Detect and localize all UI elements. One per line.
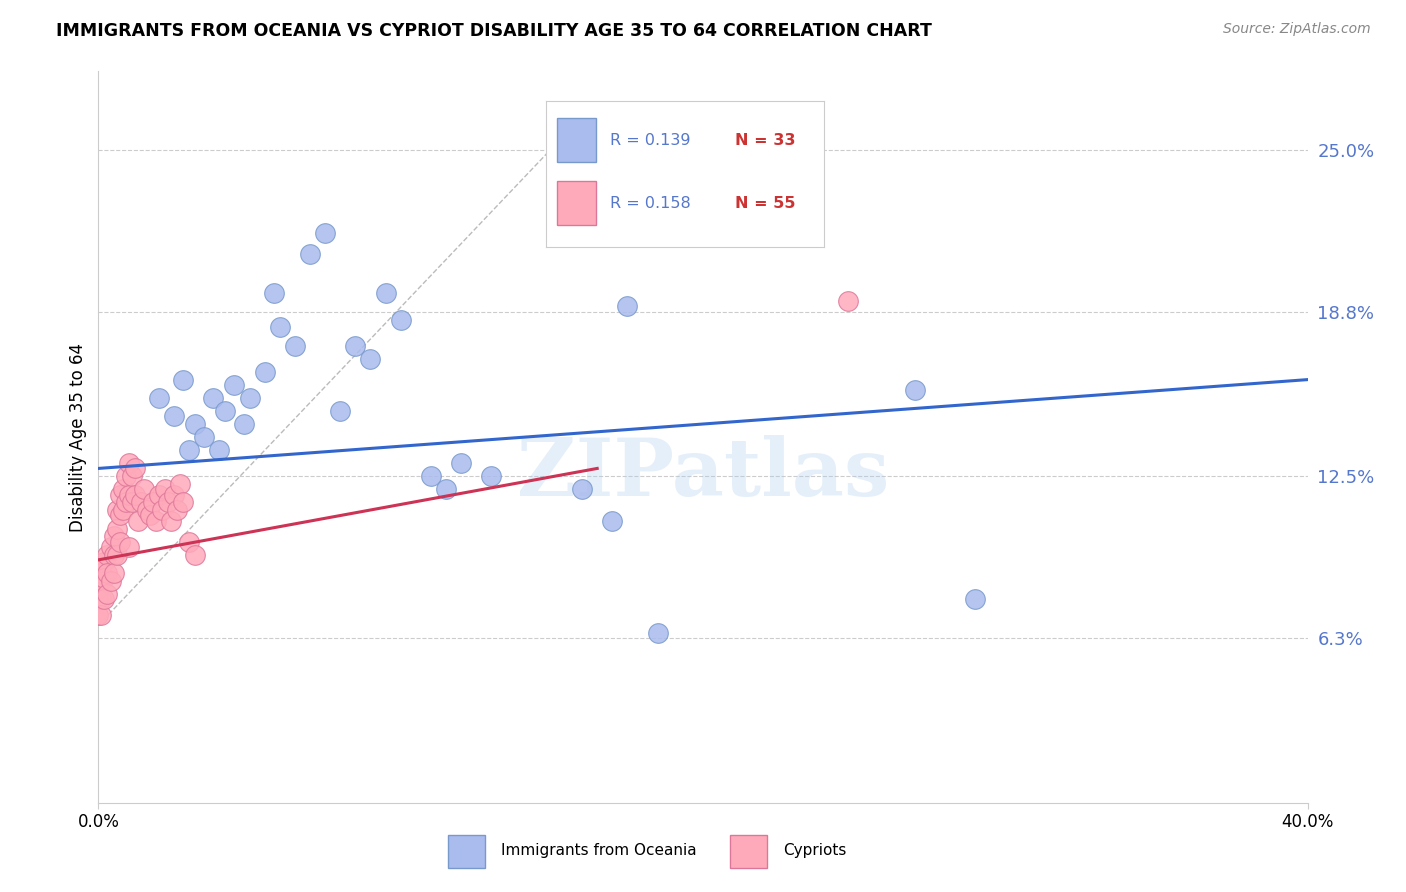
Point bbox=[96, 566, 118, 580]
Point bbox=[108, 508, 131, 523]
Point bbox=[93, 592, 115, 607]
Point bbox=[224, 377, 246, 392]
Point bbox=[118, 487, 141, 501]
Point bbox=[208, 443, 231, 458]
Point bbox=[571, 483, 593, 497]
Point bbox=[148, 391, 170, 405]
Point bbox=[100, 540, 122, 554]
Point bbox=[160, 514, 183, 528]
Point bbox=[481, 469, 503, 483]
Point bbox=[360, 351, 382, 366]
Point bbox=[163, 487, 186, 501]
Point bbox=[150, 503, 173, 517]
Point bbox=[111, 483, 134, 497]
Point bbox=[269, 320, 291, 334]
Text: IMMIGRANTS FROM OCEANIA VS CYPRIOT DISABILITY AGE 35 TO 64 CORRELATION CHART: IMMIGRANTS FROM OCEANIA VS CYPRIOT DISAB… bbox=[56, 22, 932, 40]
Point bbox=[114, 469, 136, 483]
Point bbox=[96, 548, 118, 562]
Point bbox=[284, 339, 307, 353]
Point bbox=[166, 503, 188, 517]
Text: ZIPatlas: ZIPatlas bbox=[517, 434, 889, 513]
Point bbox=[103, 529, 125, 543]
Point bbox=[172, 495, 194, 509]
Point bbox=[90, 560, 112, 574]
Point bbox=[135, 503, 157, 517]
Point bbox=[124, 487, 146, 501]
Text: Source: ZipAtlas.com: Source: ZipAtlas.com bbox=[1223, 22, 1371, 37]
Point bbox=[90, 592, 112, 607]
Point bbox=[434, 483, 457, 497]
Point bbox=[232, 417, 254, 431]
Point bbox=[148, 487, 170, 501]
Point bbox=[299, 247, 322, 261]
Point bbox=[163, 409, 186, 424]
Point bbox=[93, 556, 115, 570]
Point bbox=[389, 312, 412, 326]
Point bbox=[602, 514, 624, 528]
Point bbox=[239, 391, 262, 405]
Point bbox=[616, 300, 638, 314]
Point bbox=[105, 503, 128, 517]
Point bbox=[90, 574, 112, 588]
Point bbox=[965, 592, 987, 607]
Point bbox=[214, 404, 236, 418]
Point bbox=[145, 514, 167, 528]
Point bbox=[156, 495, 179, 509]
Point bbox=[904, 383, 927, 397]
Point bbox=[105, 521, 128, 535]
Point bbox=[129, 495, 152, 509]
Point bbox=[837, 294, 859, 309]
Point bbox=[314, 227, 336, 241]
Point bbox=[90, 607, 112, 622]
Y-axis label: Disability Age 35 to 64: Disability Age 35 to 64 bbox=[69, 343, 87, 532]
Point bbox=[108, 487, 131, 501]
Point bbox=[103, 566, 125, 580]
Point bbox=[121, 469, 143, 483]
Point bbox=[100, 574, 122, 588]
Point bbox=[121, 495, 143, 509]
Point bbox=[263, 286, 285, 301]
Point bbox=[139, 508, 162, 523]
Point bbox=[114, 495, 136, 509]
Point bbox=[179, 443, 201, 458]
Point bbox=[153, 483, 176, 497]
Point bbox=[184, 417, 207, 431]
Point bbox=[169, 477, 191, 491]
Point bbox=[87, 566, 110, 580]
Point bbox=[420, 469, 443, 483]
Point bbox=[118, 456, 141, 470]
Point bbox=[96, 587, 118, 601]
Point bbox=[108, 534, 131, 549]
Point bbox=[193, 430, 215, 444]
Point bbox=[647, 626, 669, 640]
Point bbox=[142, 495, 165, 509]
Point bbox=[253, 365, 276, 379]
Point bbox=[450, 456, 472, 470]
Point bbox=[329, 404, 352, 418]
Point bbox=[124, 461, 146, 475]
Point bbox=[105, 548, 128, 562]
Point bbox=[202, 391, 225, 405]
Point bbox=[103, 548, 125, 562]
Point bbox=[87, 582, 110, 596]
Point bbox=[374, 286, 396, 301]
Point bbox=[172, 373, 194, 387]
Point bbox=[179, 534, 201, 549]
Point bbox=[132, 483, 155, 497]
Point bbox=[184, 548, 207, 562]
Point bbox=[344, 339, 367, 353]
Point bbox=[111, 503, 134, 517]
Point bbox=[87, 607, 110, 622]
Point bbox=[93, 571, 115, 585]
Point bbox=[127, 514, 149, 528]
Point bbox=[118, 540, 141, 554]
Point bbox=[87, 592, 110, 607]
